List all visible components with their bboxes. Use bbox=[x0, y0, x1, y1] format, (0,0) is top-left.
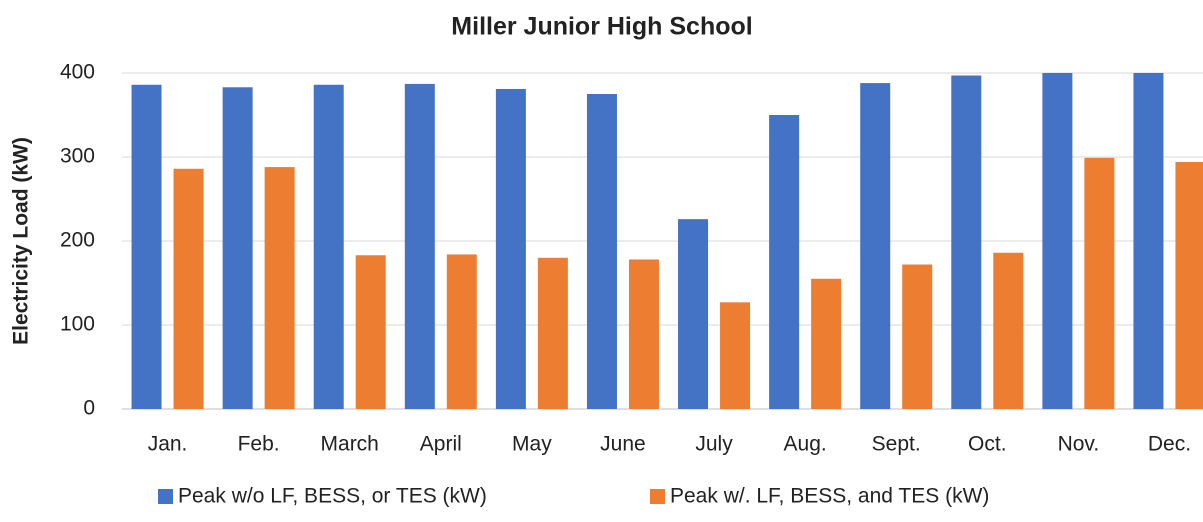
bar bbox=[993, 252, 1024, 409]
bar bbox=[811, 278, 842, 409]
bar bbox=[495, 88, 526, 410]
y-tick-label: 300 bbox=[60, 145, 95, 168]
bar bbox=[678, 219, 709, 409]
bar bbox=[404, 83, 435, 410]
bar bbox=[446, 254, 477, 409]
bar bbox=[720, 302, 751, 409]
bar bbox=[537, 257, 568, 409]
bar bbox=[313, 84, 344, 409]
bar bbox=[769, 115, 800, 409]
chart-title: Miller Junior High School bbox=[451, 13, 752, 41]
bar bbox=[264, 167, 295, 409]
legend-label: Peak w/. LF, BESS, and TES (kW) bbox=[670, 485, 989, 508]
bar bbox=[1175, 162, 1203, 409]
x-tick-label: July bbox=[695, 433, 733, 456]
bar bbox=[131, 84, 162, 409]
bar bbox=[951, 75, 982, 410]
x-tick-label: March bbox=[321, 433, 379, 456]
legend-swatch bbox=[650, 489, 665, 504]
bar bbox=[586, 94, 617, 409]
legend-swatch bbox=[158, 489, 173, 504]
bar bbox=[1042, 73, 1073, 409]
bar bbox=[222, 87, 253, 409]
bar bbox=[355, 255, 386, 409]
y-tick-label: 200 bbox=[60, 229, 95, 252]
legend-label: Peak w/o LF, BESS, or TES (kW) bbox=[178, 485, 487, 508]
x-tick-label: Oct. bbox=[968, 433, 1007, 456]
y-axis-label: Electricity Load (kW) bbox=[10, 137, 33, 345]
y-tick-label: 0 bbox=[83, 397, 95, 420]
x-tick-label: Aug. bbox=[784, 433, 827, 456]
x-tick-label: Jan. bbox=[148, 433, 188, 456]
bar bbox=[1084, 157, 1115, 409]
bar bbox=[860, 83, 891, 409]
x-tick-label: Nov. bbox=[1058, 433, 1100, 456]
x-tick-label: June bbox=[600, 433, 646, 456]
x-tick-label: Dec. bbox=[1148, 433, 1191, 456]
bar bbox=[902, 264, 933, 409]
x-tick-label: May bbox=[512, 433, 552, 456]
x-tick-label: Feb. bbox=[238, 433, 280, 456]
bar bbox=[173, 168, 204, 409]
x-tick-label: Sept. bbox=[872, 433, 921, 456]
y-tick-label: 400 bbox=[60, 61, 95, 84]
bar bbox=[1133, 73, 1164, 409]
y-tick-label: 100 bbox=[60, 313, 95, 336]
x-tick-label: April bbox=[420, 433, 462, 456]
bar bbox=[628, 259, 659, 409]
